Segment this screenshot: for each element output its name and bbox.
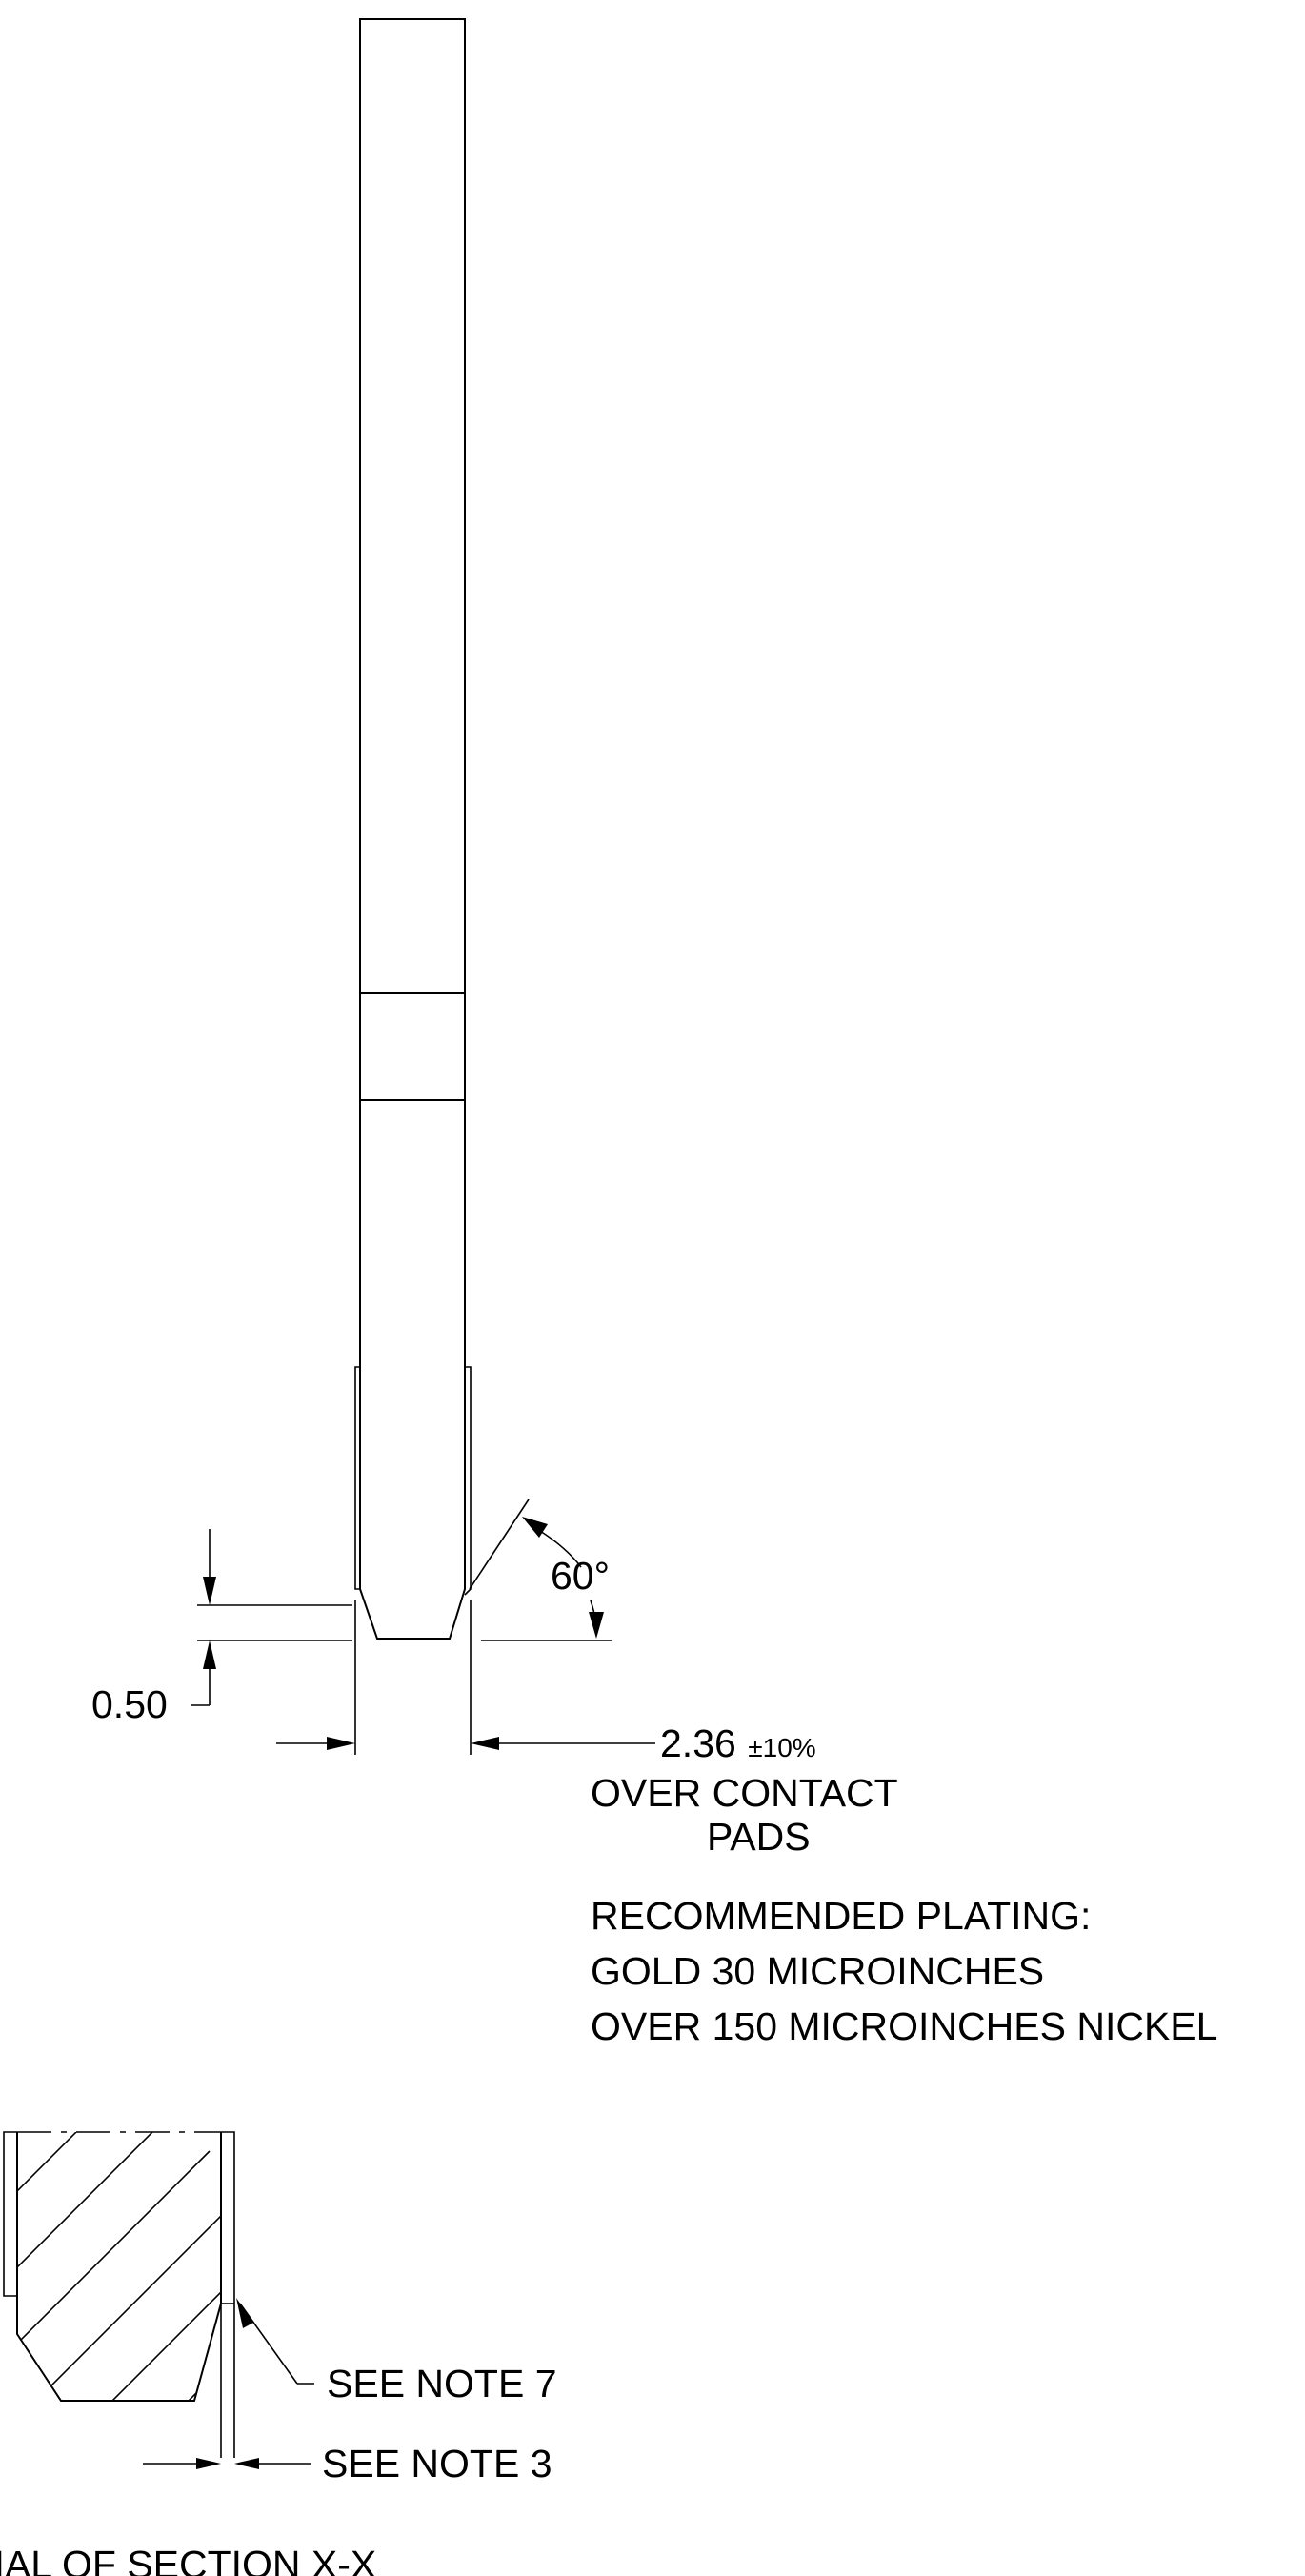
plating-layer-right — [221, 2131, 235, 2458]
pad-width-label: 2.36 ±10% — [660, 1721, 816, 1765]
leader-note7 — [239, 2303, 298, 2385]
card-outline — [359, 18, 466, 1640]
chamfer-angle-dimension: 60° — [469, 1499, 612, 1641]
note3-label: SEE NOTE 3 — [322, 2442, 552, 2485]
arrowhead-left — [471, 1737, 499, 1750]
pad-width-tolerance: ±10% — [748, 1733, 815, 1762]
arrowhead-down — [203, 1577, 216, 1605]
depth-label: 0.50 — [91, 1682, 168, 1726]
plating-heading: RECOMMENDED PLATING: — [591, 1894, 1091, 1938]
pad-width-dimension: 2.36 ±10% OVER CONTACT PADS — [276, 1600, 898, 1859]
note3-callout: SEE NOTE 3 — [143, 2442, 552, 2485]
section-hatching — [17, 2132, 221, 2401]
angle-arrowhead-lower — [589, 1612, 604, 1639]
chamfer-extension-line — [469, 1499, 530, 1590]
plating-layer-left — [3, 2131, 17, 2297]
angle-arrowhead-upper — [522, 1517, 548, 1538]
contact-pad-left — [354, 1366, 360, 1590]
angle-label: 60° — [551, 1554, 610, 1598]
section-detail-view — [3, 2131, 235, 2458]
note7-label: SEE NOTE 7 — [327, 2362, 557, 2405]
note3-arrowhead-right — [196, 2458, 221, 2469]
angle-arc-upper — [539, 1530, 582, 1568]
plating-notes: RECOMMENDED PLATING: GOLD 30 MICROINCHES… — [591, 1894, 1217, 2048]
arrowhead-up — [203, 1640, 216, 1669]
pad-note-line2: PADS — [707, 1815, 811, 1859]
depth-dimension: 0.50 — [91, 1529, 352, 1726]
contact-pad-right — [464, 1366, 472, 1596]
plating-line1: GOLD 30 MICROINCHES — [591, 1949, 1044, 1993]
leader-note7-arrowhead — [236, 2298, 253, 2328]
card-edge-view — [354, 18, 472, 1640]
plating-line2: OVER 150 MICROINCHES NICKEL — [591, 2004, 1217, 2048]
note7-callout: SEE NOTE 7 — [236, 2298, 557, 2405]
pad-width-value: 2.36 — [660, 1721, 736, 1765]
section-outline — [16, 2132, 222, 2402]
section-caption: PARTIAL OF SECTION X-X — [0, 2543, 376, 2576]
arrowhead-right — [327, 1737, 355, 1750]
note3-arrowhead-left — [234, 2458, 259, 2469]
pad-note-line1: OVER CONTACT — [591, 1771, 898, 1815]
